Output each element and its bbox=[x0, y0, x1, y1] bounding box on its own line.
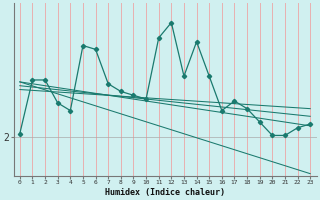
X-axis label: Humidex (Indice chaleur): Humidex (Indice chaleur) bbox=[105, 188, 225, 197]
